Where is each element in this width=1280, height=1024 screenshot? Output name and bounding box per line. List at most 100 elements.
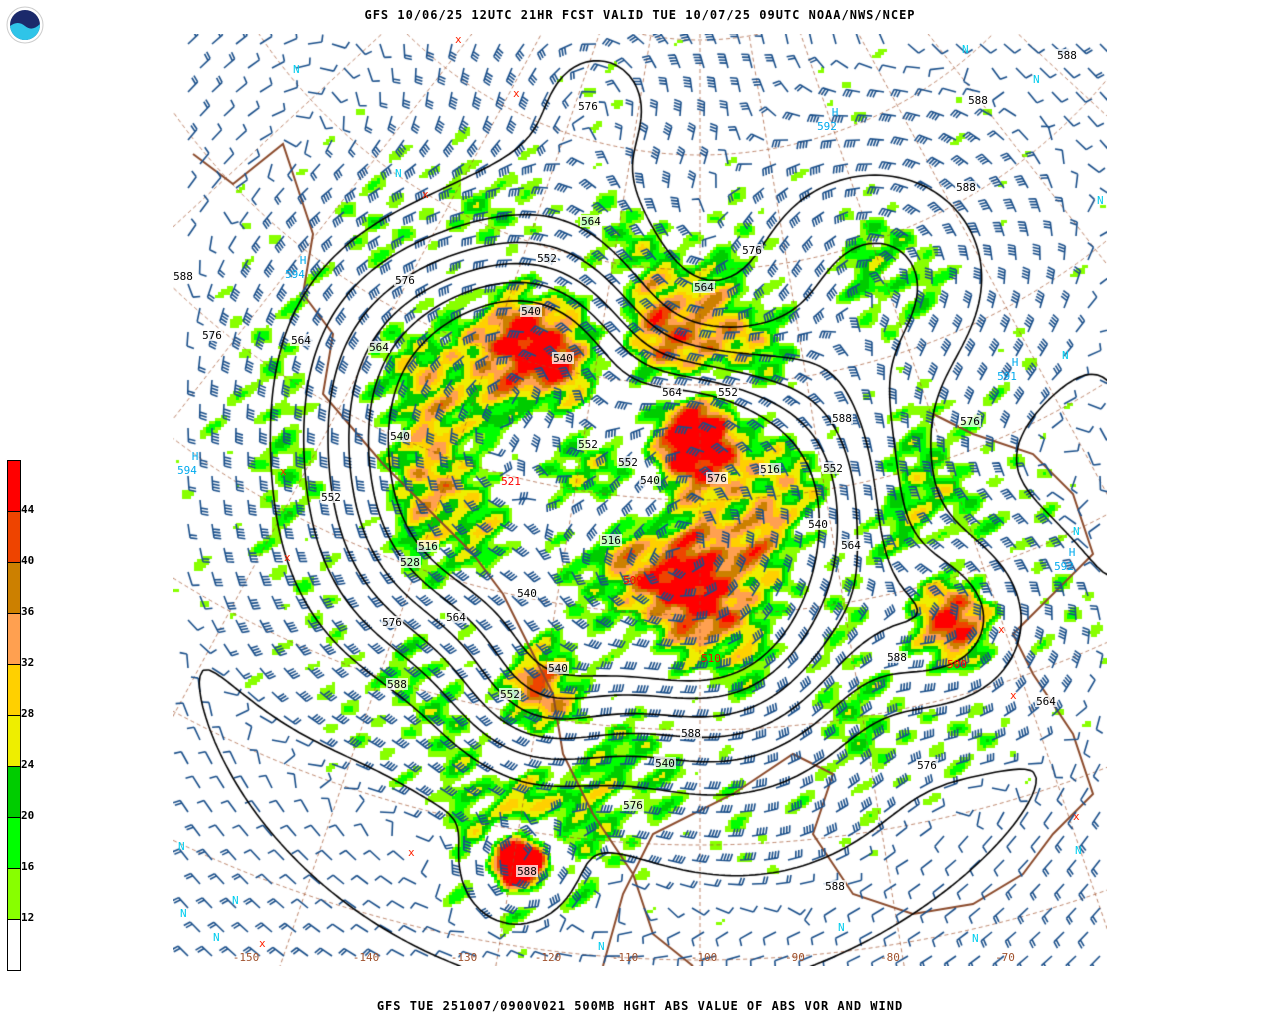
high-pressure-marker: H bbox=[1012, 356, 1019, 369]
neutral-marker-icon: N bbox=[972, 932, 979, 945]
contour-label: 588 bbox=[1057, 49, 1077, 62]
contour-label: 576 bbox=[578, 100, 598, 113]
contour-label: 516 bbox=[418, 540, 438, 553]
contour-label: 576 bbox=[917, 759, 937, 772]
neutral-marker-icon: N bbox=[395, 167, 402, 180]
contour-label: 540 bbox=[640, 474, 660, 487]
extremum-x-marker-icon: x bbox=[513, 87, 520, 100]
neutral-marker-icon: N bbox=[180, 907, 187, 920]
neutral-marker-icon: N bbox=[1062, 349, 1069, 362]
low-center-value: 521 bbox=[501, 475, 521, 488]
contour-label: 588 bbox=[832, 412, 852, 425]
legend-tick-label: 12 bbox=[21, 911, 35, 924]
contour-label: 540 bbox=[548, 662, 568, 675]
contour-label: 576 bbox=[202, 329, 222, 342]
contour-label: 564 bbox=[369, 341, 389, 354]
longitude-label: -80 bbox=[880, 951, 900, 964]
low-center-value: 533 bbox=[520, 355, 540, 368]
legend-swatch bbox=[8, 767, 20, 818]
legend-tick-label: 40 bbox=[21, 554, 35, 567]
legend-swatch bbox=[8, 614, 20, 665]
neutral-marker-icon: N bbox=[962, 43, 969, 56]
contour-label: 564 bbox=[694, 281, 714, 294]
contour-label: 564 bbox=[446, 611, 466, 624]
low-center-value: 500 bbox=[947, 658, 967, 671]
contour-label: 552 bbox=[537, 252, 557, 265]
longitude-label: -110 bbox=[612, 951, 639, 964]
longitude-label: -140 bbox=[353, 951, 380, 964]
legend-tick-label: 24 bbox=[21, 758, 35, 771]
legend-swatch bbox=[8, 512, 20, 563]
contour-label: 588 bbox=[887, 651, 907, 664]
contour-label: 540 bbox=[553, 352, 573, 365]
contour-label: 540 bbox=[517, 587, 537, 600]
contour-label: 588 bbox=[825, 880, 845, 893]
contour-label: 576 bbox=[707, 472, 727, 485]
neutral-marker-icon: N bbox=[232, 894, 239, 907]
legend-swatch bbox=[8, 461, 20, 512]
high-center-value: 594 bbox=[285, 268, 305, 281]
contour-label: 540 bbox=[808, 518, 828, 531]
map-overlay: 5765645525405405765645405525165285405645… bbox=[173, 34, 1104, 964]
longitude-label: -90 bbox=[785, 951, 805, 964]
contour-label: 576 bbox=[960, 415, 980, 428]
high-center-value: 592 bbox=[817, 120, 837, 133]
high-center-value: 591 bbox=[997, 370, 1017, 383]
neutral-marker-icon: N bbox=[293, 63, 300, 76]
legend-tick-label: 44 bbox=[21, 503, 35, 516]
contour-label: 564 bbox=[1036, 695, 1056, 708]
contour-label: 588 bbox=[173, 270, 193, 283]
contour-label: 576 bbox=[382, 616, 402, 629]
low-center-value: 510 bbox=[701, 652, 721, 665]
contour-label: 588 bbox=[968, 94, 988, 107]
contour-label: 552 bbox=[578, 438, 598, 451]
contour-label: 588 bbox=[517, 865, 537, 878]
neutral-marker-icon: N bbox=[178, 840, 185, 853]
high-pressure-marker: H bbox=[300, 254, 307, 267]
longitude-label: -70 bbox=[995, 951, 1015, 964]
legend-tick-label: 32 bbox=[21, 656, 35, 669]
extremum-x-marker-icon: x bbox=[455, 34, 462, 46]
extremum-x-marker-icon: x bbox=[259, 937, 266, 950]
contour-label: 564 bbox=[581, 215, 601, 228]
chart-caption: GFS TUE 251007/0900V021 500MB HGHT ABS V… bbox=[376, 999, 904, 1013]
high-pressure-marker: H bbox=[1069, 546, 1076, 559]
extremum-x-marker-icon: x bbox=[280, 465, 287, 478]
contour-label: 588 bbox=[956, 181, 976, 194]
contour-label: 576 bbox=[395, 274, 415, 287]
high-pressure-marker: H bbox=[832, 106, 839, 119]
contour-label: 552 bbox=[321, 491, 341, 504]
legend-swatch bbox=[8, 920, 20, 970]
high-center-value: 594 bbox=[177, 464, 197, 477]
longitude-label: -150 bbox=[233, 951, 260, 964]
extremum-x-marker-icon: x bbox=[1010, 689, 1017, 702]
extremum-x-marker-icon: x bbox=[1073, 810, 1080, 823]
legend-swatch bbox=[8, 818, 20, 869]
neutral-marker-icon: N bbox=[1097, 194, 1104, 207]
high-center-value: 592 bbox=[1054, 560, 1074, 573]
contour-label: 564 bbox=[841, 539, 861, 552]
chart-title: GFS 10/06/25 12UTC 21HR FCST VALID TUE 1… bbox=[364, 8, 916, 22]
noaa-logo bbox=[6, 6, 44, 44]
contour-label: 564 bbox=[291, 334, 311, 347]
contour-label: 588 bbox=[387, 678, 407, 691]
color-legend bbox=[7, 460, 21, 971]
extremum-x-marker-icon: x bbox=[998, 623, 1005, 636]
contour-label: 588 bbox=[681, 727, 701, 740]
legend-swatch bbox=[8, 869, 20, 920]
extremum-x-marker-icon: x bbox=[422, 188, 429, 201]
longitude-label: -100 bbox=[691, 951, 718, 964]
contour-label: 552 bbox=[823, 462, 843, 475]
contour-label: 540 bbox=[521, 305, 541, 318]
legend-swatch bbox=[8, 563, 20, 614]
contour-label: 576 bbox=[623, 799, 643, 812]
neutral-marker-icon: N bbox=[598, 940, 605, 953]
contour-label: 540 bbox=[390, 430, 410, 443]
neutral-marker-icon: N bbox=[1073, 525, 1080, 538]
contour-label: 564 bbox=[662, 386, 682, 399]
contour-label: 552 bbox=[618, 456, 638, 469]
neutral-marker-icon: N bbox=[213, 931, 220, 944]
neutral-marker-icon: N bbox=[1033, 73, 1040, 86]
contour-label: 528 bbox=[400, 556, 420, 569]
contour-label: 552 bbox=[500, 688, 520, 701]
